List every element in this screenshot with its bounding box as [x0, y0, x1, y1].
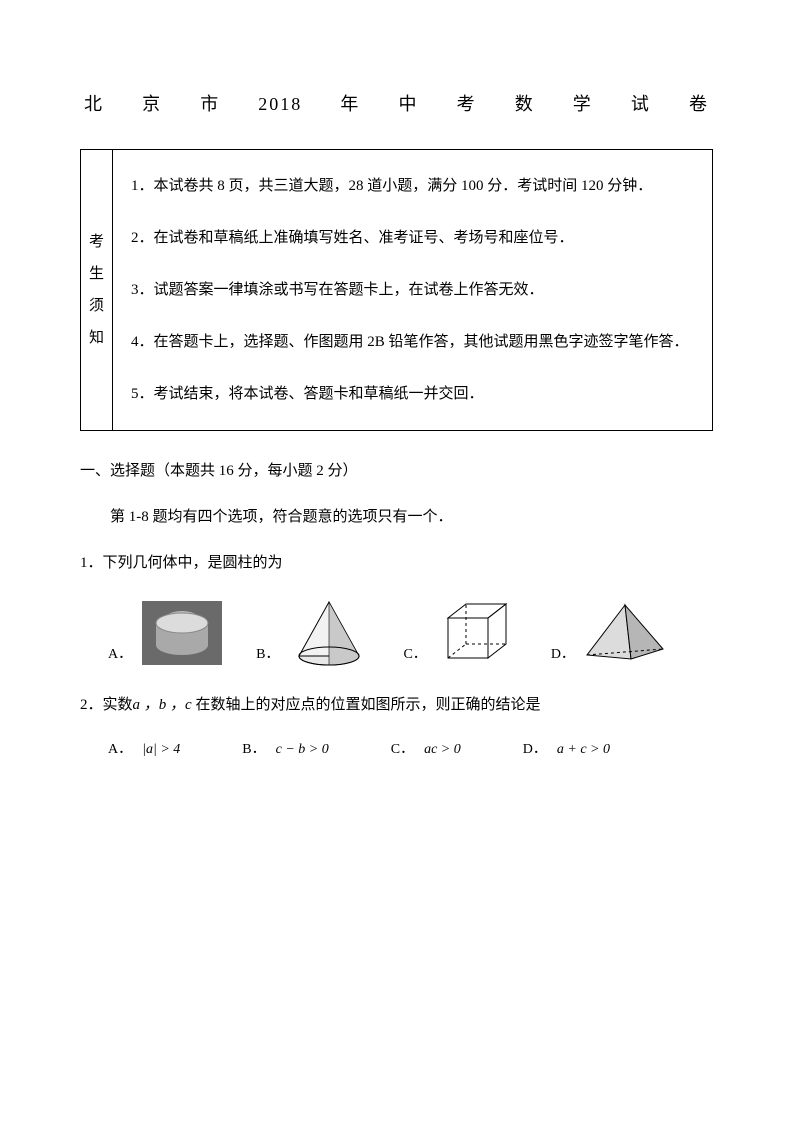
option-b: B． c − b > 0: [242, 739, 328, 761]
option-d-label: D．: [523, 739, 547, 761]
instruction-body: 1．本试卷共 8 页，共三道大题，28 道小题，满分 100 分．考试时间 12…: [113, 150, 712, 430]
section-1-note: 第 1-8 题均有四个选项，符合题意的选项只有一个．: [80, 505, 713, 529]
option-d-label: D．: [551, 644, 575, 668]
q2-stem-post: 在数轴上的对应点的位置如图所示，则正确的结论是: [192, 697, 541, 713]
option-a-expr: |a| > 4: [142, 739, 180, 761]
question-1: 1．下列几何体中，是圆柱的为 A． B．: [80, 551, 713, 669]
option-a: A．: [108, 597, 226, 669]
cone-icon: [285, 597, 373, 669]
option-d-expr: a + c > 0: [557, 739, 610, 761]
q2-stem-pre: 2．实数: [80, 697, 133, 713]
option-d: D． a + c > 0: [523, 739, 610, 761]
question-2: 2．实数a ，b ，c 在数轴上的对应点的位置如图所示，则正确的结论是 A． |…: [80, 693, 713, 761]
side-char: 考: [89, 230, 104, 254]
option-b-label: B．: [256, 644, 279, 668]
option-d: D．: [551, 597, 669, 669]
option-a: A． |a| > 4: [108, 739, 180, 761]
question-1-stem: 1．下列几何体中，是圆柱的为: [80, 551, 713, 575]
option-a-label: A．: [108, 739, 132, 761]
instruction-item: 3．试题答案一律填涂或书写在答题卡上，在试卷上作答无效．: [131, 272, 698, 308]
option-b: B．: [256, 597, 373, 669]
option-c-label: C．: [403, 644, 426, 668]
option-c-label: C．: [391, 739, 414, 761]
instruction-item: 5．考试结束，将本试卷、答题卡和草稿纸一并交回．: [131, 376, 698, 412]
option-c: C． ac > 0: [391, 739, 461, 761]
cube-icon: [433, 597, 521, 669]
section-1-header: 一、选择题（本题共 16 分，每小题 2 分）: [80, 459, 713, 483]
option-c: C．: [403, 597, 520, 669]
question-1-options: A． B．: [80, 597, 713, 669]
option-c-expr: ac > 0: [424, 739, 461, 761]
side-char: 知: [89, 326, 104, 350]
side-char: 生: [89, 262, 104, 286]
cylinder-icon: [138, 597, 226, 669]
instruction-item: 2．在试卷和草稿纸上准确填写姓名、准考证号、考场号和座位号．: [131, 220, 698, 256]
side-char: 须: [89, 294, 104, 318]
instruction-item: 4．在答题卡上，选择题、作图题用 2B 铅笔作答，其他试题用黑色字迹签字笔作答．: [131, 324, 698, 360]
option-a-label: A．: [108, 644, 132, 668]
q2-stem-vars: a ，b ，c: [133, 697, 192, 713]
option-b-expr: c − b > 0: [276, 739, 329, 761]
pyramid-icon: [581, 597, 669, 669]
instruction-box: 考 生 须 知 1．本试卷共 8 页，共三道大题，28 道小题，满分 100 分…: [80, 149, 713, 431]
option-b-label: B．: [242, 739, 265, 761]
question-2-stem: 2．实数a ，b ，c 在数轴上的对应点的位置如图所示，则正确的结论是: [80, 693, 713, 717]
instruction-item: 1．本试卷共 8 页，共三道大题，28 道小题，满分 100 分．考试时间 12…: [131, 168, 698, 204]
page-title: 北京市2018年中考数学试卷: [80, 90, 713, 119]
instruction-side-label: 考 生 须 知: [81, 150, 113, 430]
question-2-options: A． |a| > 4 B． c − b > 0 C． ac > 0 D． a +…: [80, 739, 713, 761]
